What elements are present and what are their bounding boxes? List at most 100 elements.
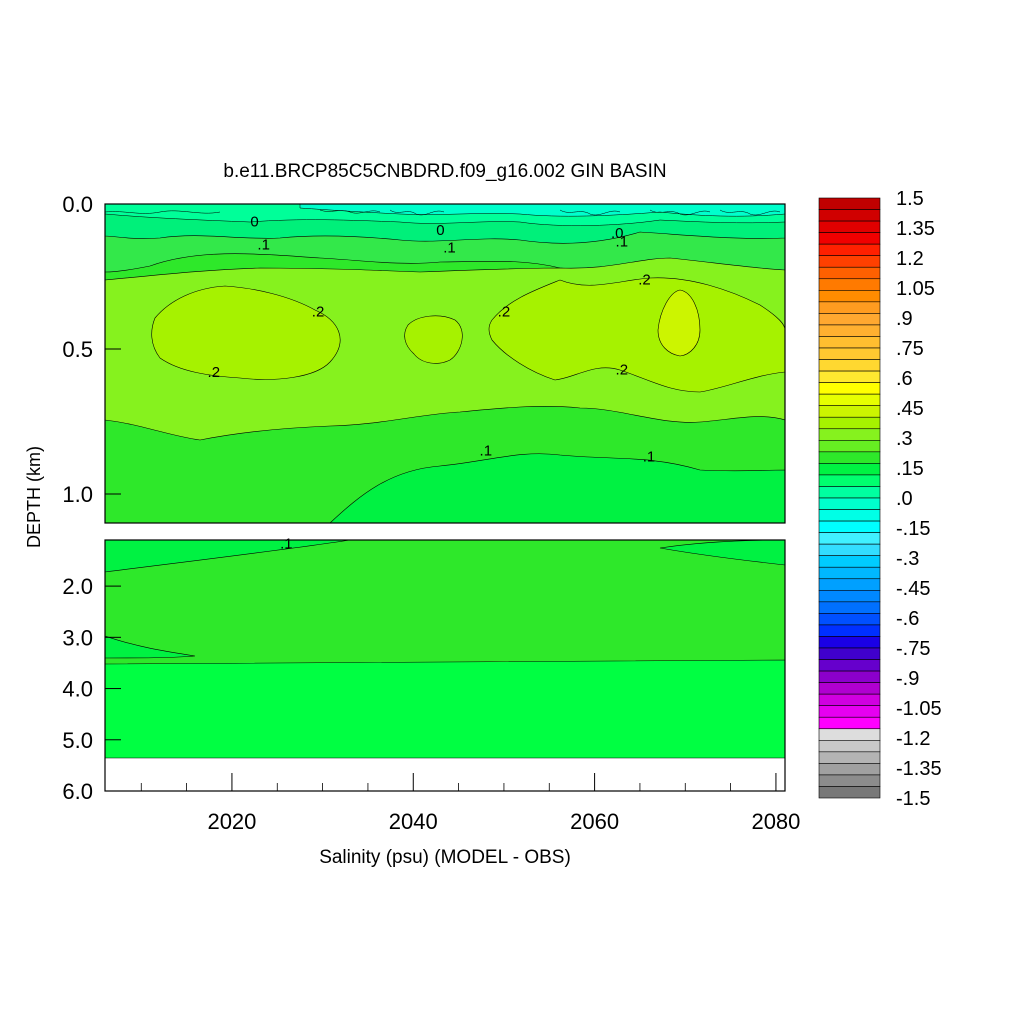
colorbar-swatch [818,474,881,487]
colorbar-label: .3 [896,428,913,450]
colorbar-swatch [818,255,881,268]
colorbar-swatch [818,751,881,764]
colorbar-swatch [818,440,881,453]
colorbar-swatch [818,647,881,660]
colorbar-swatch [818,232,881,245]
colorbar-swatch [818,705,881,718]
colorbar-label: -.15 [896,518,930,540]
colorbar-swatch [818,197,881,210]
field-region-high-3 [488,277,785,393]
lower-panel-frame [104,539,786,792]
colorbar: 1.5 1.35 1.2 1.05 .9 .75 .6 .45 .3 .15 .0 -.15 -.3 -.… [818,188,942,810]
y-tick-label: 2.0 [62,574,93,599]
contour-label: .0 [611,225,624,242]
colorbar-swatch [818,578,881,591]
field-region-max [657,289,701,357]
colorbar-swatch [818,520,881,533]
colorbar-label: -1.35 [896,758,942,780]
contour-label: .1 [616,234,629,251]
colorbar-label: .6 [896,368,913,390]
field-region-high-2 [404,315,463,364]
colorbar-label: .75 [896,338,924,360]
colorbar-swatch [818,774,881,787]
colorbar-swatch [818,740,881,753]
y-tick-label: 0.0 [62,192,93,217]
colorbar-swatch [818,266,881,280]
y-tick-label: 0.5 [62,337,93,362]
colorbar-swatch [818,463,881,476]
colorbar-swatch [818,382,881,395]
colorbar-swatch [818,566,881,580]
lower-panel [105,540,785,791]
x-tick-label: 2020 [207,809,256,834]
colorbar-swatch [818,324,881,337]
colorbar-swatch [818,613,881,626]
y-tick-label: 3.0 [62,625,93,650]
colorbar-label: 1.5 [896,188,924,210]
colorbar-label: -.75 [896,638,930,660]
lower-field-deep [105,659,785,759]
contour-label: .1 [280,536,293,553]
colorbar-swatch [818,290,881,303]
x-tick-label: 2040 [389,809,438,834]
colorbar-swatch [818,416,881,430]
colorbar-swatch [818,636,881,649]
colorbar-label: 1.2 [896,248,924,270]
colorbar-swatch [818,693,881,706]
colorbar-swatch [818,590,881,603]
colorbar-label: 1.35 [896,218,935,240]
x-tick-label: 2080 [751,809,800,834]
colorbar-label: -.45 [896,578,930,600]
upper-panel-frame [104,203,786,524]
lower-field-top [105,540,351,573]
colorbar-swatch [818,313,881,326]
upper-panel [105,204,785,523]
contour-label: .1 [643,448,656,465]
colorbar-label: -.3 [896,548,919,570]
colorbar-swatch [818,393,881,406]
colorbar-swatch [818,278,881,291]
y-tick-label: 5.0 [62,728,93,753]
x-tick-label: 2060 [570,809,619,834]
y-axis-label: DEPTH (km) [24,446,44,548]
colorbar-swatch [818,451,881,464]
y-tick-label: 1.0 [62,482,93,507]
colorbar-swatch [818,786,881,799]
colorbar-swatch [818,486,881,499]
colorbar-swatch [818,428,881,441]
colorbar-label: .9 [896,308,913,330]
colorbar-label: -1.5 [896,788,930,810]
colorbar-swatch [818,497,881,510]
colorbar-label: 1.05 [896,278,935,300]
lower-field-upper [105,540,785,665]
colorbar-swatch [818,543,881,556]
colorbar-swatch [818,716,881,730]
colorbar-label: -1.05 [896,698,942,720]
colorbar-swatch [818,624,881,637]
colorbar-label: .15 [896,458,924,480]
contour-label: .2 [616,361,629,378]
colorbar-swatch [818,347,881,360]
colorbar-swatch [818,359,881,372]
colorbar-swatch [818,555,881,568]
field-region-low [105,453,785,523]
chart-title: b.e11.BRCP85C5CNBDRD.f09_g16.002 GIN BAS… [223,161,666,182]
contour-label: .1 [257,237,270,254]
colorbar-label: .45 [896,398,924,420]
contour-labels: 0.10.1.0.1.2.2.2.2.2.1.1.1 [208,213,656,552]
field-region-high-1 [151,285,341,380]
colorbar-swatch [818,336,881,349]
colorbar-swatch [818,243,881,256]
colorbar-swatch [818,220,881,233]
contour-label: .2 [638,271,651,288]
colorbar-swatch [818,601,881,614]
colorbar-swatch [818,370,881,383]
colorbar-swatch [818,659,881,672]
contour-label: .2 [498,303,511,320]
surface-contours [105,209,781,216]
colorbar-swatch [818,670,881,683]
contour-label: .1 [443,240,456,257]
lower-field-right [659,540,785,566]
contour-label: .2 [312,303,325,320]
